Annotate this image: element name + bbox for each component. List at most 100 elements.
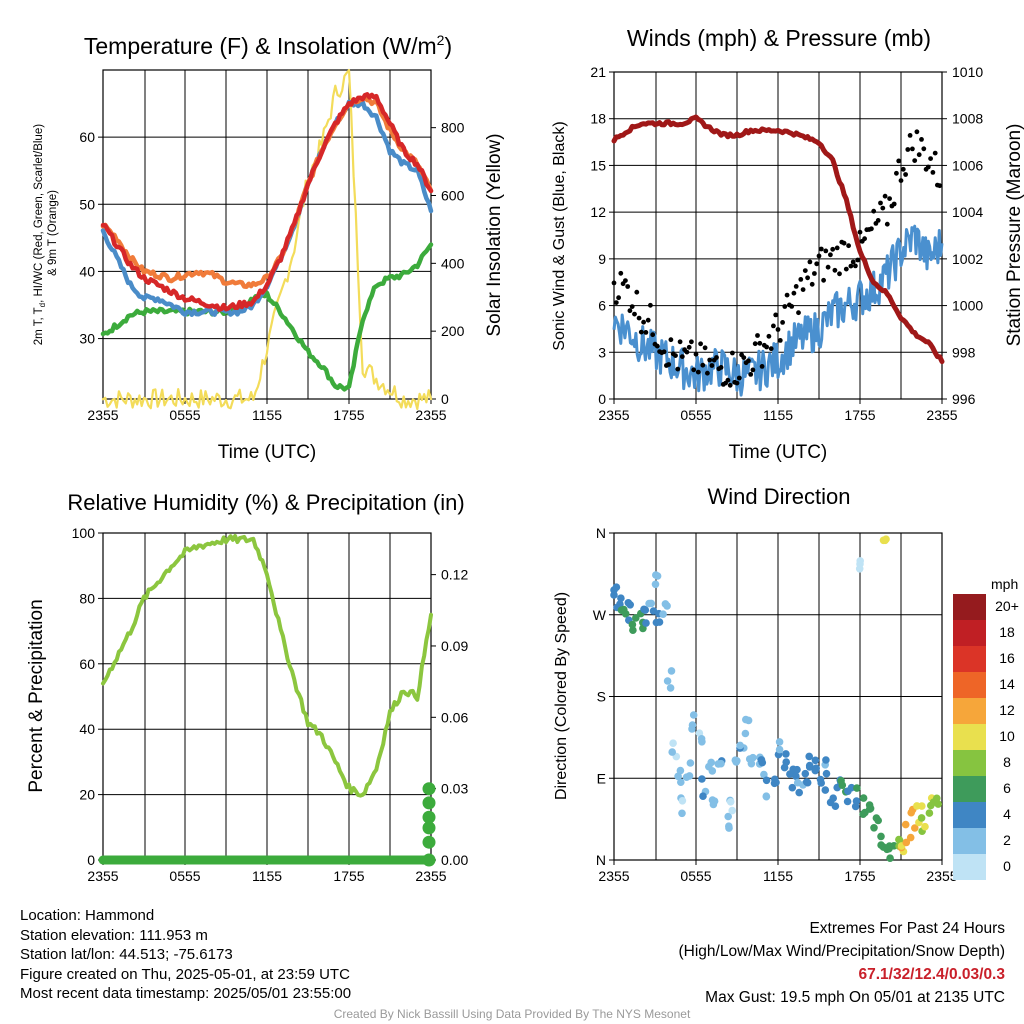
- direction-point: [918, 802, 926, 810]
- temperature-panel: Temperature (F) & Insolation (W/m2) Time…: [33, 32, 505, 463]
- gust-point: [629, 304, 635, 309]
- dir-xtick-label: 2355: [598, 868, 629, 884]
- gust-point: [853, 263, 858, 269]
- gust-point: [623, 278, 628, 283]
- station-elevation: Station elevation: 111.953 m: [20, 926, 208, 944]
- dir-ytick-label: S: [597, 689, 606, 705]
- dir-ytick-label: E: [597, 770, 606, 786]
- precip-point: [422, 810, 436, 824]
- wind-ytick-label: 15: [590, 157, 606, 173]
- gust-point: [638, 329, 644, 335]
- temp-ytick-label: 30: [79, 331, 95, 347]
- gust-point: [798, 277, 804, 282]
- rh-ytick-label: 60: [79, 656, 95, 672]
- gust-point: [684, 349, 690, 355]
- gust-point: [689, 339, 694, 345]
- gust-point: [932, 150, 938, 156]
- dir-ylabel-left: Direction (Colored By Speed): [553, 592, 570, 800]
- gust-point: [705, 370, 710, 376]
- direction-point: [661, 600, 670, 608]
- rh-xtick-label: 1755: [333, 868, 364, 884]
- legend-label-12: 12: [999, 702, 1015, 718]
- series-solar-insolation-line: [101, 69, 433, 411]
- gust-point: [814, 261, 820, 267]
- legend-swatch: [953, 802, 986, 828]
- precip-point: [422, 835, 436, 849]
- speed-legend: 20+ 18 16 14 12 10 8 6 4 2 0: [953, 594, 1019, 880]
- extremes-heading: Extremes For Past 24 Hours: [809, 920, 1005, 937]
- direction-point: [865, 805, 874, 813]
- legend-label-20plus: 20+: [995, 598, 1019, 614]
- rh-ytick-label: 20: [79, 787, 95, 803]
- temp-xtick-label: 1155: [252, 407, 282, 423]
- rh-ytick-label: 40: [79, 721, 95, 737]
- direction-point: [659, 610, 667, 618]
- temp-ytick-label: 60: [79, 129, 95, 145]
- direction-point: [632, 614, 640, 622]
- gust-point: [686, 344, 692, 350]
- temp-ylabel-left: 2m T, Td, HI/WC (Red, Green, Scarlet/Blu…: [33, 121, 59, 346]
- direction-point: [901, 820, 910, 829]
- wind-ytick-label: 9: [598, 251, 606, 267]
- gust-point: [823, 248, 829, 254]
- gust-point: [702, 345, 708, 351]
- direction-point: [689, 711, 698, 719]
- gust-point: [821, 277, 826, 283]
- legend-swatch: [953, 672, 986, 698]
- rh-y2tick-label: 0.06: [441, 709, 468, 725]
- gust-point: [871, 208, 877, 214]
- gust-point: [748, 372, 754, 377]
- gust-point: [757, 340, 763, 346]
- direction-point: [667, 667, 676, 675]
- wind-ylabel-right: Station Pressure (Maroon): [1004, 124, 1024, 347]
- direction-point: [663, 677, 672, 685]
- gust-point: [668, 337, 674, 343]
- wind-y2tick-label: 1000: [952, 298, 983, 314]
- direction-point: [822, 769, 831, 778]
- gust-point: [741, 355, 747, 360]
- gust-point: [884, 221, 890, 227]
- gust-point: [812, 271, 817, 276]
- gust-point: [921, 146, 927, 152]
- gust-point: [734, 380, 740, 386]
- wind-panel: Winds (mph) & Pressure (mb) Time (UTC) S…: [551, 25, 1024, 463]
- gust-point: [730, 350, 735, 356]
- temp-xtick-label: 1755: [333, 407, 364, 423]
- wind-title: Winds (mph) & Pressure (mb): [627, 25, 931, 51]
- wind-ytick-label: 21: [590, 64, 606, 80]
- gust-point: [636, 315, 642, 321]
- gust-point: [632, 311, 637, 317]
- gust-point: [661, 349, 667, 355]
- gust-point: [800, 287, 806, 292]
- gust-point: [634, 289, 640, 295]
- legend-label-2: 2: [1003, 832, 1011, 848]
- direction-point: [642, 619, 650, 627]
- gust-point: [928, 156, 933, 162]
- rh-ytick-label: 0: [87, 852, 95, 868]
- wind-ytick-label: 6: [598, 298, 606, 314]
- dir-title: Wind Direction: [707, 484, 850, 509]
- rh-xtick-label: 2355: [415, 868, 446, 884]
- extremes-legend: (High/Low/Max Wind/Precipitation/Snow De…: [678, 943, 1006, 960]
- temp-series: [100, 69, 434, 411]
- direction-point: [821, 786, 830, 794]
- direction-point: [902, 838, 911, 847]
- gust-point: [666, 362, 672, 367]
- legend-label-10: 10: [999, 728, 1015, 744]
- direction-point: [782, 750, 790, 758]
- precip-point: [422, 853, 436, 867]
- gust-point: [693, 351, 699, 357]
- speed-legend-title: mph: [991, 576, 1018, 592]
- direction-point: [655, 618, 664, 626]
- direction-point: [714, 760, 723, 768]
- direction-point: [775, 745, 784, 754]
- rh-y2tick-label: 0.00: [441, 852, 468, 868]
- direction-point: [699, 792, 707, 800]
- temp-xtick-label: 2355: [87, 407, 118, 423]
- legend-label-4: 4: [1003, 806, 1011, 822]
- legend-swatch: [953, 620, 986, 646]
- gust-point: [755, 333, 760, 338]
- direction-point: [628, 620, 637, 629]
- gust-point: [896, 158, 902, 164]
